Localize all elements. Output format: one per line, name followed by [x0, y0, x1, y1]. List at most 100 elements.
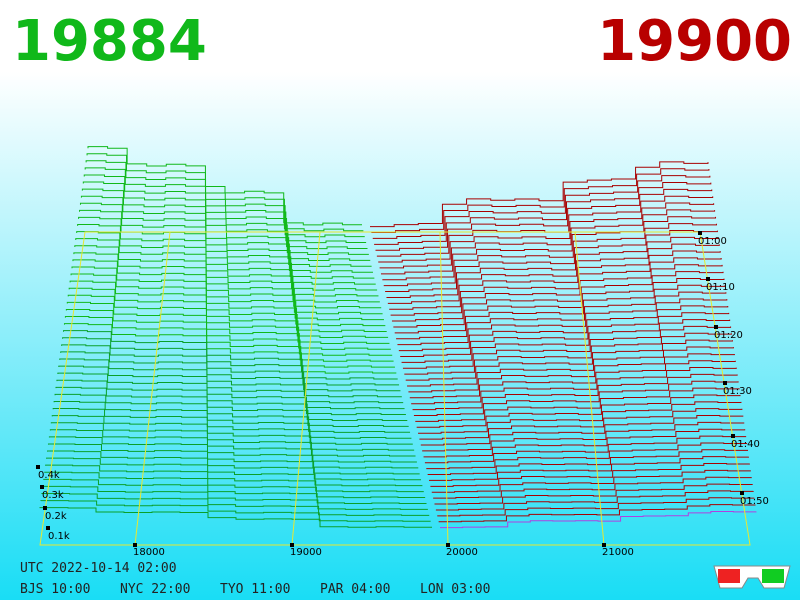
- bid-depth-line: [63, 323, 397, 374]
- tick-dot: [290, 543, 294, 547]
- bid-depth-line: [49, 429, 417, 463]
- ask-depth-line: [405, 339, 733, 381]
- ask-depth-line: [409, 360, 736, 399]
- tick-dot: [706, 277, 710, 281]
- ask-depth-line: [386, 243, 720, 298]
- timezone-clock: NYC 22:00: [120, 582, 190, 597]
- tick-dot: [46, 526, 50, 530]
- bid-depth-line: [67, 294, 391, 350]
- ask-depth-line: [371, 168, 710, 234]
- bid-depth-line: [86, 153, 364, 232]
- ask-price: 19900: [597, 9, 792, 74]
- ask-depth-line: [435, 490, 754, 511]
- tick-dot: [731, 434, 735, 438]
- bid-depth-line: [68, 287, 390, 344]
- bid-depth-line: [87, 146, 362, 226]
- ask-depth-line: [400, 312, 730, 357]
- ask-depth-line: [383, 229, 718, 287]
- ask-depth-line: [440, 510, 757, 529]
- price-tick-label: 19000: [290, 547, 322, 558]
- ask-depth-line: [423, 428, 746, 458]
- bid-depth-line: [79, 209, 375, 279]
- ask-depth-line: [407, 346, 734, 387]
- bid-depth-line: [39, 507, 432, 528]
- ask-depth-line: [437, 497, 755, 517]
- depth-tick-label: 0.1k: [48, 531, 70, 542]
- price-tick-label: 20000: [446, 547, 478, 558]
- bid-depth-line: [63, 330, 398, 380]
- bid-depth-line: [62, 337, 400, 386]
- ask-depth-line: [391, 271, 724, 322]
- ask-depth-line: [380, 216, 717, 275]
- ask-depth-line: [375, 188, 713, 251]
- bid-depth-line: [84, 167, 367, 244]
- bid-depth-line: [57, 372, 406, 416]
- tick-dot: [602, 543, 606, 547]
- ask-depth-line: [370, 161, 709, 228]
- bid-depth-line: [42, 485, 428, 510]
- utc-time: UTC 2022-10-14 02:00: [20, 561, 177, 576]
- bid-depth-line: [60, 351, 402, 398]
- bid-depth-line: [77, 224, 378, 291]
- ask-depth-line: [420, 415, 744, 446]
- tick-dot: [714, 325, 718, 329]
- timezone-clock: LON 03:00: [420, 582, 490, 597]
- time-tick-label: 01:50: [740, 496, 769, 507]
- time-tick-label: 01:00: [698, 236, 727, 247]
- ask-depth-line: [418, 401, 742, 434]
- bid-depth-line: [61, 344, 401, 392]
- ask-depth-line: [404, 332, 733, 375]
- ask-depth-line: [419, 408, 743, 440]
- ask-depth-line: [379, 209, 716, 269]
- ask-depth-line: [438, 504, 756, 523]
- bid-depth-line: [72, 259, 384, 321]
- bid-depth-line: [81, 188, 371, 261]
- bid-depth-line: [73, 252, 383, 315]
- bid-depth-line: [53, 400, 412, 439]
- ask-depth-line: [431, 469, 751, 493]
- tick-dot: [40, 485, 44, 489]
- tick-dot: [698, 231, 702, 235]
- bid-depth-line: [64, 316, 395, 368]
- ask-depth-line: [430, 463, 750, 487]
- ask-depth-line: [390, 264, 723, 316]
- bid-depth-line: [55, 386, 409, 427]
- ask-depth-line: [429, 456, 749, 481]
- ask-depth-line: [413, 380, 739, 416]
- tick-dot: [43, 506, 47, 510]
- ask-depth-line: [415, 387, 740, 422]
- depth-tick-label: 0.4k: [38, 470, 60, 481]
- bid-depth-line: [76, 231, 379, 297]
- ask-depth-line: [427, 449, 749, 476]
- price-tick-label: 18000: [133, 547, 165, 558]
- ask-depth-line: [401, 319, 731, 363]
- ask-depth-line: [398, 305, 729, 352]
- bid-depth-line: [82, 181, 369, 256]
- bid-depth-line: [59, 358, 404, 404]
- bid-depth-line: [45, 464, 424, 493]
- bid-depth-line: [66, 301, 393, 356]
- bid-depth-line: [51, 415, 415, 451]
- time-tick-label: 01:30: [723, 386, 752, 397]
- time-tick-label: 01:20: [714, 330, 743, 341]
- tick-dot: [133, 543, 137, 547]
- ask-depth-line: [389, 257, 722, 310]
- tick-dot: [740, 491, 744, 495]
- bid-depth-line: [43, 478, 427, 505]
- bid-depth-line: [40, 500, 431, 522]
- bid-depth-line: [65, 308, 394, 362]
- ask-depth-line: [408, 353, 735, 393]
- bid-depth-line: [69, 280, 389, 339]
- bid-depth-line: [47, 443, 420, 475]
- tick-dot: [723, 381, 727, 385]
- bid-depth-line: [46, 457, 423, 487]
- price-tick-label: 21000: [602, 547, 634, 558]
- bid-depth-line: [75, 238, 380, 303]
- ask-depth-line: [433, 476, 752, 499]
- ask-depth-line: [394, 284, 726, 334]
- bid-depth-line: [48, 436, 419, 469]
- timezone-clock: TYO 11:00: [220, 582, 290, 597]
- glasses-icon: [713, 565, 791, 589]
- floor: [39, 231, 751, 546]
- bid-price: 19884: [12, 9, 207, 74]
